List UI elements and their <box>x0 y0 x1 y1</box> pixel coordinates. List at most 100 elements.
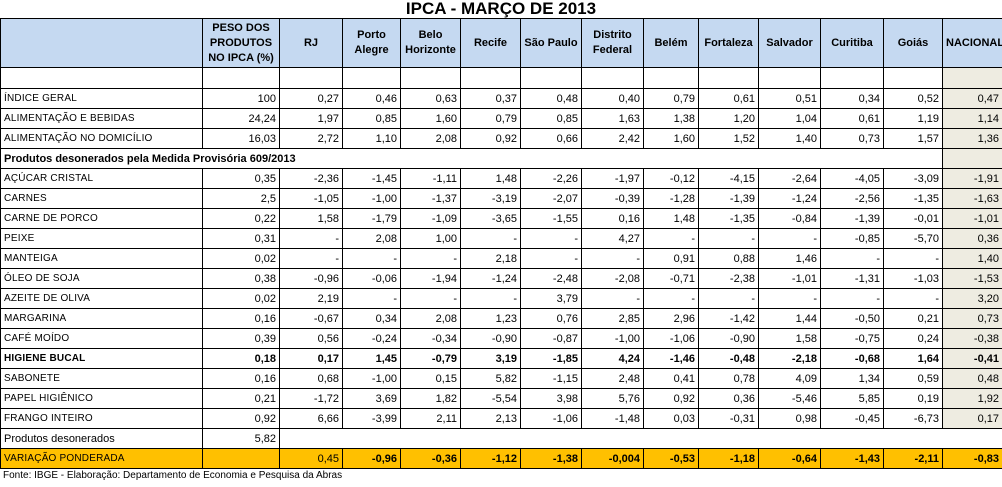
value-cell: 0,21 <box>202 388 280 409</box>
value-cell: 0,61 <box>820 108 884 129</box>
value-cell: 4,24 <box>581 348 644 369</box>
value-cell: -0,84 <box>758 208 821 229</box>
value-cell: 0,88 <box>698 248 759 269</box>
col-header: Salvador <box>758 18 821 68</box>
value-cell: 0,34 <box>820 88 884 109</box>
value-cell: -1,46 <box>643 348 699 369</box>
value-cell: -3,99 <box>342 408 401 429</box>
value-cell: - <box>279 248 343 269</box>
row-label: ALIMENTAÇÃO E BEBIDAS <box>0 108 203 129</box>
value-cell: -2,26 <box>520 168 582 189</box>
row-label: HIGIENE BUCAL <box>0 348 203 369</box>
nacional-cell: 3,20 <box>942 288 1002 309</box>
value-cell: -0,68 <box>820 348 884 369</box>
value-cell: 2,08 <box>400 128 461 149</box>
value-cell: 2,08 <box>400 308 461 329</box>
row-label: PEIXE <box>0 228 203 249</box>
value-cell: - <box>460 228 521 249</box>
value-cell: 5,85 <box>820 388 884 409</box>
value-cell: 2,96 <box>643 308 699 329</box>
value-cell: 0,85 <box>520 108 582 129</box>
value-cell: 0,27 <box>279 88 343 109</box>
value-cell: -3,19 <box>460 188 521 209</box>
nacional-cell <box>942 148 1002 169</box>
value-cell: 0,31 <box>202 228 280 249</box>
value-cell: 0,37 <box>460 88 521 109</box>
col-header: Distrito Federal <box>581 18 644 68</box>
value-cell: -2,38 <box>698 268 759 289</box>
nacional-cell: -0,83 <box>942 448 1002 469</box>
value-cell: 0,24 <box>883 328 943 349</box>
value-cell: -1,42 <box>698 308 759 329</box>
section-title-row: Produtos desonerados pela Medida Provisó… <box>0 148 1002 169</box>
header-empty <box>0 18 203 68</box>
table-row: PEIXE 0,31-2,08 1,00- -4,27- - - -0,85 -5,70 0,3… <box>0 228 1002 249</box>
value-cell: -5,54 <box>460 388 521 409</box>
value-cell: -2,56 <box>820 188 884 209</box>
value-cell: 0,35 <box>202 168 280 189</box>
value-cell: 5,82 <box>460 368 521 389</box>
value-cell: - <box>820 288 884 309</box>
row-label: ALIMENTAÇÃO NO DOMICÍLIO <box>0 128 203 149</box>
value-cell: -1,12 <box>460 448 521 469</box>
nacional-cell: -1,63 <box>942 188 1002 209</box>
table-title: IPCA - MARÇO DE 2013 <box>405 0 597 18</box>
value-cell: - <box>400 288 461 309</box>
value-cell: - <box>520 228 582 249</box>
col-header: Belo Horizonte <box>400 18 461 68</box>
value-cell: 1,38 <box>643 108 699 129</box>
value-cell: -0,71 <box>643 268 699 289</box>
value-cell: -5,70 <box>883 228 943 249</box>
value-cell: 16,03 <box>202 128 280 149</box>
value-cell: -1,48 <box>581 408 644 429</box>
value-cell: 4,09 <box>758 368 821 389</box>
spacer-row <box>0 67 1002 89</box>
header-row: PESO DOS PRODUTOS NO IPCA (%) RJ Porto A… <box>0 18 1002 68</box>
value-cell: 0,92 <box>460 128 521 149</box>
value-cell: 0,34 <box>342 308 401 329</box>
value-cell: - <box>400 248 461 269</box>
value-cell: 0,66 <box>520 128 582 149</box>
table-row: ALIMENTAÇÃO NO DOMICÍLIO 16,03 2,72 1,10 2,0… <box>0 128 1002 149</box>
value-cell: -0,50 <box>820 308 884 329</box>
empty-cell <box>202 448 280 469</box>
value-cell: -0,01 <box>883 208 943 229</box>
value-cell: 0,40 <box>581 88 644 109</box>
col-header: NACIONAL <box>942 18 1002 68</box>
row-label: VARIAÇÃO PONDERADA <box>0 448 203 469</box>
value-cell: - <box>643 288 699 309</box>
table-row: AÇÚCAR CRISTAL 0,35 -2,36 -1,45 -1,11 1,48 -2,… <box>0 168 1002 189</box>
value-cell: 2,85 <box>581 308 644 329</box>
value-cell: - <box>643 228 699 249</box>
value-cell: 0,85 <box>342 108 401 129</box>
value-cell: 3,69 <box>342 388 401 409</box>
value-cell: 5,76 <box>581 388 644 409</box>
value-cell: -3,09 <box>883 168 943 189</box>
value-cell: 1,34 <box>820 368 884 389</box>
value-cell: 2,5 <box>202 188 280 209</box>
value-cell: 4,27 <box>581 228 644 249</box>
value-cell: - <box>758 288 821 309</box>
col-header: Curitiba <box>820 18 884 68</box>
value-cell: 1,58 <box>279 208 343 229</box>
value-cell: -0,45 <box>820 408 884 429</box>
table-row: ÍNDICE GERAL 100 0,27 0,46 0,63 0,37 0,48 0,40 0… <box>0 88 1002 109</box>
value-cell: - <box>342 248 401 269</box>
value-cell: 0,56 <box>279 328 343 349</box>
value-cell: 0,38 <box>202 268 280 289</box>
value-cell: 1,58 <box>758 328 821 349</box>
value-cell: -0,31 <box>698 408 759 429</box>
value-cell: -0,004 <box>581 448 644 469</box>
value-cell: 2,42 <box>581 128 644 149</box>
value-cell: 3,19 <box>460 348 521 369</box>
value-cell: -1,35 <box>883 188 943 209</box>
value-cell: 0,16 <box>581 208 644 229</box>
table-row: MANTEIGA 0,02- - -2,18- -0,91 0,88 1,46- -1,40 <box>0 248 1002 269</box>
value-cell: - <box>698 228 759 249</box>
value-cell: -0,64 <box>758 448 821 469</box>
value-cell: - <box>279 228 343 249</box>
value-cell: 1,82 <box>400 388 461 409</box>
value-cell: -1,01 <box>758 268 821 289</box>
value-cell: -1,85 <box>520 348 582 369</box>
